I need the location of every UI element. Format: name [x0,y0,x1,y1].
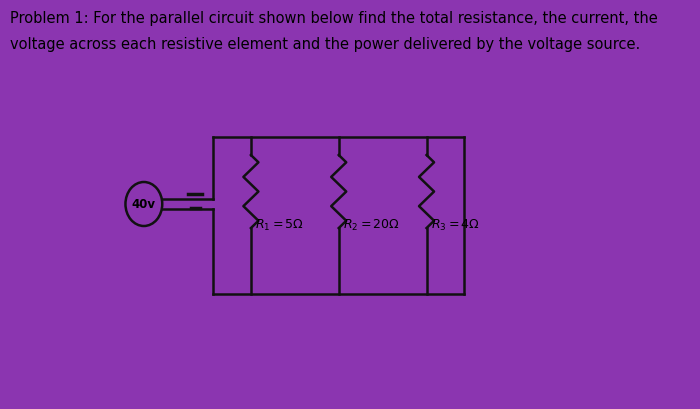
Text: voltage across each resistive element and the power delivered by the voltage sou: voltage across each resistive element an… [10,37,640,52]
Text: Problem 1: For the parallel circuit shown below find the total resistance, the c: Problem 1: For the parallel circuit show… [10,11,658,26]
Text: $R_2 = 20\Omega$: $R_2 = 20\Omega$ [343,218,400,233]
Text: $R_1 = 5\Omega$: $R_1 = 5\Omega$ [255,218,304,233]
Text: $R_3 = 4\Omega$: $R_3 = 4\Omega$ [430,218,480,233]
Text: 40v: 40v [132,198,156,211]
